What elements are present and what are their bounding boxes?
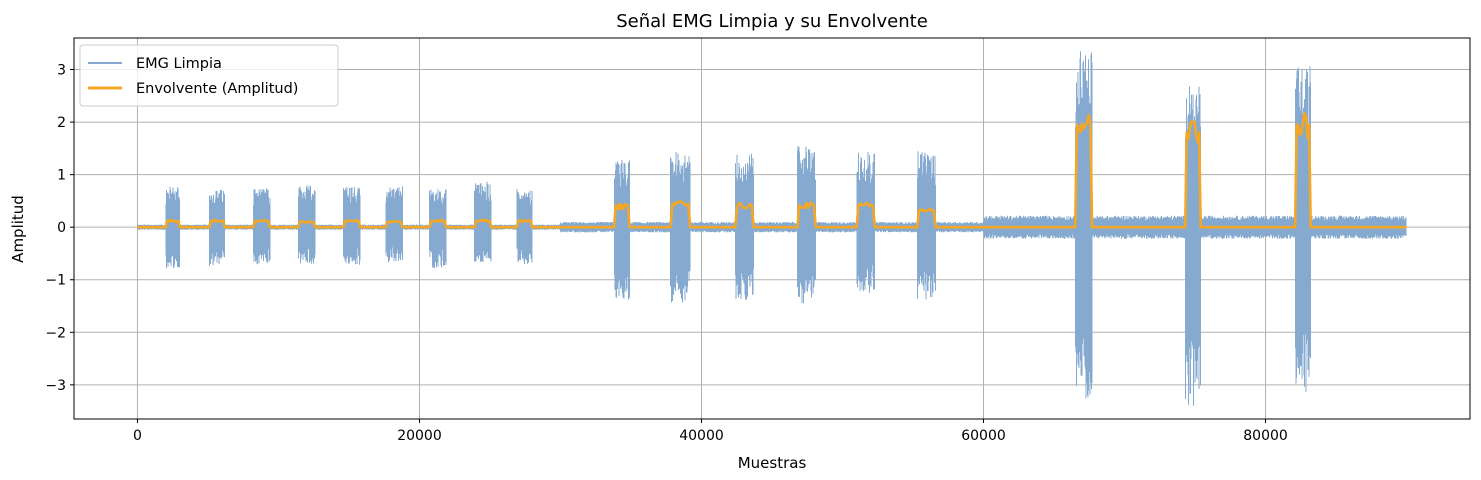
y-tick-label: −2: [45, 325, 66, 341]
y-tick-label: −3: [45, 378, 66, 394]
plot-area: [137, 51, 1407, 406]
legend-label-envelope: Envolvente (Amplitud): [136, 81, 298, 97]
legend-label-emg: EMG Limpia: [136, 56, 222, 72]
y-tick-label: 3: [57, 63, 66, 79]
x-axis-label: Muestras: [738, 454, 807, 472]
y-tick-label: 0: [57, 220, 66, 236]
y-tick-label: −1: [45, 273, 66, 289]
y-tick-label: 1: [57, 168, 66, 184]
x-axis: 0 20000 40000 60000 80000: [133, 419, 1288, 444]
y-tick-label: 2: [57, 115, 66, 131]
chart-title: Señal EMG Limpia y su Envolvente: [616, 11, 928, 32]
y-axis: −3 −2 −1 0 1 2 3: [45, 63, 74, 394]
x-tick-label: 0: [133, 428, 142, 444]
envelope-line: [137, 112, 1407, 229]
legend-box: [79, 44, 339, 107]
plot-frame: [73, 37, 1471, 420]
x-tick-label: 20000: [397, 428, 442, 444]
x-tick-label: 60000: [961, 428, 1006, 444]
legend: EMG Limpia Envolvente (Amplitud): [79, 44, 339, 107]
y-axis-label: Amplitud: [9, 195, 27, 263]
x-tick-label: 40000: [679, 428, 724, 444]
x-tick-label: 80000: [1243, 428, 1288, 444]
